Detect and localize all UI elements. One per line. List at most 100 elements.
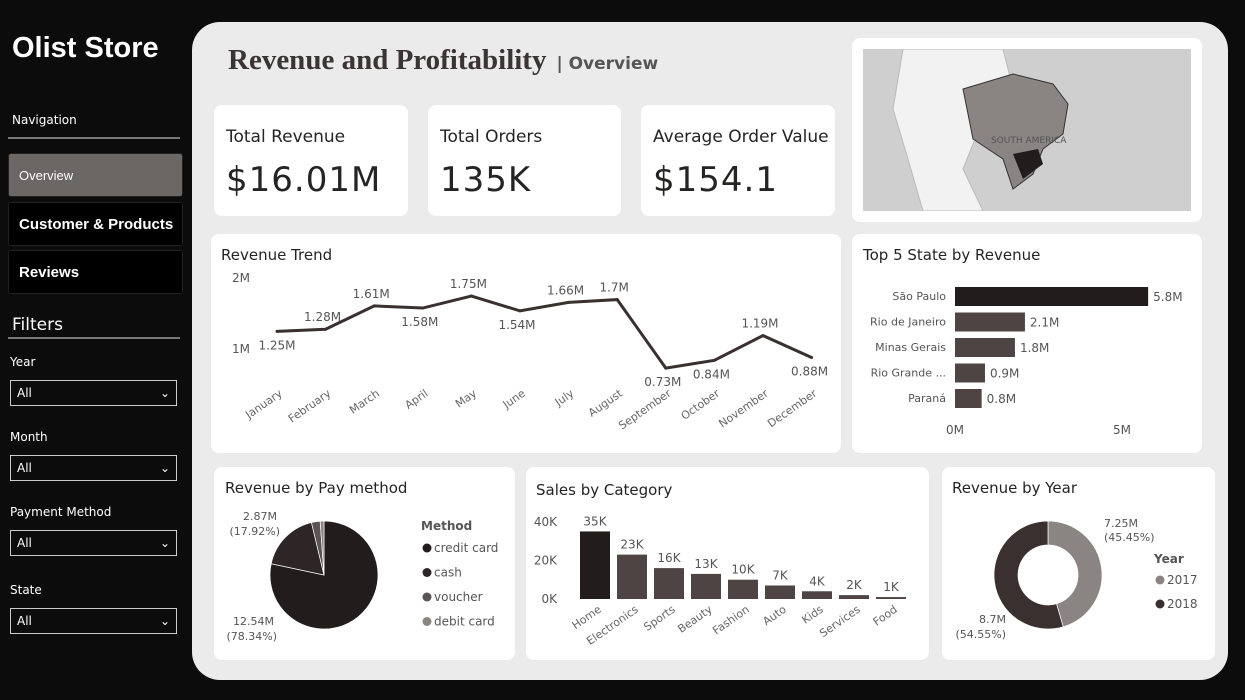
map-label: SOUTH AMERICA bbox=[991, 136, 1067, 146]
filter-label: State bbox=[10, 583, 42, 597]
legend-title: Year bbox=[1153, 552, 1184, 566]
filter-dropdown[interactable]: All ⌄ bbox=[10, 530, 177, 556]
chevron-down-icon: ⌄ bbox=[159, 614, 170, 628]
bar bbox=[580, 531, 610, 599]
divider bbox=[8, 137, 180, 139]
data-label: 0.8M bbox=[987, 392, 1016, 406]
data-label: (45.45%) bbox=[1104, 531, 1155, 544]
kpi-total-revenue: Total Revenue $16.01M bbox=[214, 105, 408, 216]
filter-label: Month bbox=[10, 430, 48, 444]
data-label: 1.54M bbox=[498, 318, 535, 332]
data-label: 7.25M bbox=[1104, 517, 1138, 530]
brand-title: Olist Store bbox=[12, 32, 159, 64]
x-tick: 0M bbox=[946, 423, 964, 437]
data-label: 4K bbox=[809, 574, 826, 588]
data-label: (17.92%) bbox=[229, 525, 280, 538]
top-states-card: Top 5 State by Revenue bbox=[852, 234, 1202, 453]
chevron-down-icon: ⌄ bbox=[159, 461, 170, 475]
nav-customer-products-button[interactable]: Customer & Products bbox=[8, 202, 183, 246]
page-subtitle: | Overview bbox=[556, 54, 659, 74]
filter-label: Year bbox=[10, 355, 36, 369]
x-tick: Beauty bbox=[675, 603, 715, 636]
data-label: 13K bbox=[694, 557, 718, 571]
legend-title: Method bbox=[421, 519, 472, 533]
x-tick: Auto bbox=[760, 603, 789, 628]
year-card: Revenue by Year bbox=[942, 467, 1215, 660]
kpi-value: $154.1 bbox=[653, 160, 778, 200]
legend-item: 2018 bbox=[1167, 597, 1198, 611]
filter-label: Payment Method bbox=[10, 505, 112, 519]
donut-slice bbox=[993, 520, 1064, 630]
chevron-down-icon: ⌄ bbox=[159, 386, 170, 400]
data-label: 1.61M bbox=[353, 287, 390, 301]
x-tick: February bbox=[286, 387, 334, 426]
line-point bbox=[761, 334, 765, 338]
sao-paulo-region bbox=[1013, 149, 1043, 179]
line-point bbox=[324, 327, 328, 331]
chart-title: Sales by Category bbox=[536, 481, 673, 499]
legend-marker bbox=[1155, 599, 1165, 609]
bar-category: São Paulo bbox=[892, 290, 946, 303]
chart-title: Revenue Trend bbox=[221, 246, 333, 264]
bar-category: Rio de Janeiro bbox=[870, 316, 946, 329]
x-tick: 5M bbox=[1113, 423, 1131, 437]
bar-category: Rio Grande ... bbox=[871, 367, 946, 380]
filter-dropdown[interactable]: All ⌄ bbox=[10, 455, 177, 481]
nav-reviews-button[interactable]: Reviews bbox=[8, 250, 183, 294]
x-tick: September bbox=[616, 387, 674, 433]
legend-item: cash bbox=[434, 566, 462, 580]
data-label: 0.9M bbox=[990, 367, 1019, 381]
bar-category: Paraná bbox=[908, 392, 946, 405]
y-tick: 40K bbox=[534, 515, 558, 529]
line-point bbox=[615, 298, 619, 302]
legend-marker bbox=[422, 568, 432, 577]
data-label: 1.75M bbox=[450, 277, 487, 291]
bar bbox=[955, 363, 985, 383]
legend-item: 2017 bbox=[1167, 573, 1198, 587]
data-label: 0.84M bbox=[693, 367, 730, 381]
line-point bbox=[810, 355, 814, 359]
data-label: 1.66M bbox=[547, 283, 584, 297]
x-tick: Services bbox=[817, 603, 863, 640]
dropdown-value: All bbox=[17, 536, 32, 550]
brazil-map[interactable]: SOUTH AMERICA bbox=[863, 49, 1191, 211]
data-label: 23K bbox=[620, 538, 644, 552]
nav-overview-button[interactable]: Overview bbox=[8, 153, 183, 197]
data-label: 16K bbox=[657, 551, 681, 565]
y-tick: 2M bbox=[232, 271, 250, 285]
data-label: 7K bbox=[772, 568, 789, 582]
data-label: 35K bbox=[583, 514, 607, 528]
dropdown-value: All bbox=[17, 461, 32, 475]
y-tick: 0K bbox=[541, 592, 558, 606]
bar bbox=[617, 554, 647, 599]
data-label: 1.28M bbox=[304, 310, 341, 324]
x-tick: October bbox=[679, 387, 723, 423]
kpi-value: $16.01M bbox=[226, 160, 382, 200]
filters-heading: Filters bbox=[12, 315, 63, 335]
data-label: (78.34%) bbox=[226, 630, 277, 643]
kpi-value: 135K bbox=[440, 160, 532, 200]
pie-slice bbox=[319, 520, 325, 576]
kpi-average-order-value: Average Order Value $154.1 bbox=[641, 105, 835, 216]
data-label: 1.8M bbox=[1020, 341, 1049, 355]
filter-dropdown[interactable]: All ⌄ bbox=[10, 380, 177, 406]
map-card: SOUTH AMERICA bbox=[852, 38, 1202, 222]
kpi-label: Total Revenue bbox=[226, 127, 346, 147]
filter-dropdown[interactable]: All ⌄ bbox=[10, 608, 177, 634]
data-label: 1.58M bbox=[401, 315, 438, 329]
x-tick: Fashion bbox=[710, 603, 751, 637]
line-point bbox=[518, 309, 522, 313]
kpi-total-orders: Total Orders 135K bbox=[428, 105, 621, 216]
y-tick: 1M bbox=[232, 342, 250, 356]
y-tick: 20K bbox=[534, 554, 558, 568]
page-header: Revenue and Profitability | Overview bbox=[228, 44, 658, 77]
bar-category: Minas Gerais bbox=[875, 341, 946, 354]
dropdown-value: All bbox=[17, 614, 32, 628]
chart-title: Top 5 State by Revenue bbox=[863, 246, 1041, 264]
data-label: 2.1M bbox=[1030, 316, 1059, 330]
bar bbox=[839, 595, 869, 599]
x-tick: January bbox=[242, 387, 285, 422]
data-label: 2.87M bbox=[243, 510, 277, 523]
x-tick: December bbox=[765, 387, 820, 431]
x-tick: Food bbox=[871, 603, 900, 629]
